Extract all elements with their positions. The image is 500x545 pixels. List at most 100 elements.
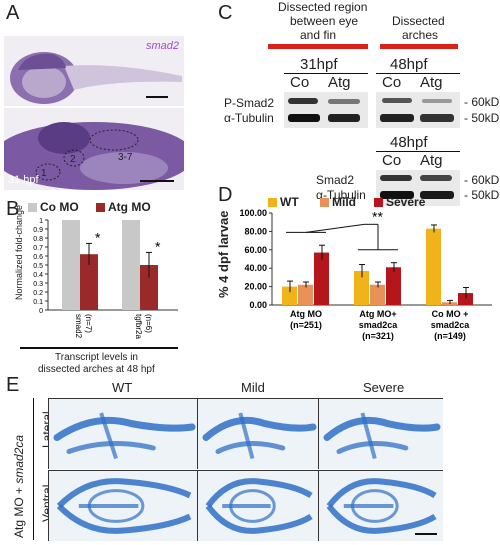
c-lane-co-2: Co — [382, 74, 402, 91]
chart-d-ytick-label: 40.00 — [244, 263, 267, 273]
cartilage-image-lateral-severe — [318, 398, 443, 469]
c-header1-line2: between eye — [290, 14, 359, 28]
red-bar-region — [268, 44, 368, 49]
legend-wt: WT — [280, 195, 299, 209]
panel-label-b: B — [6, 198, 20, 220]
chart-b-sig: * — [95, 229, 101, 245]
chart-d-xtick-label: (n=149) — [434, 331, 466, 341]
chart-b-sig: * — [155, 238, 161, 254]
cartilage-drawing — [323, 412, 441, 460]
region-label-1: 1 — [41, 168, 47, 179]
chart-d-xtick-label: Co MO + — [432, 309, 469, 319]
panel-label-c: C — [218, 2, 233, 24]
chart-d-xtick-label: Atg MO — [290, 309, 322, 319]
c-header2-line2: arches — [402, 28, 439, 42]
chart-d-xtick-label: smad2ca — [359, 320, 399, 330]
chart-b-ytick-label: 0.1 — [33, 299, 43, 306]
caption-rule — [20, 347, 178, 349]
chart-d-bar — [370, 284, 385, 305]
chart-b-xtick-label: smad2 — [74, 314, 83, 339]
cartilage-image-ventral-severe — [318, 470, 443, 541]
legend-swatch-atg — [96, 203, 105, 212]
legend-severe: Severe — [386, 195, 426, 209]
c-header1-line1: Dissected region — [278, 0, 368, 14]
blot-48hpf-smad2 — [376, 170, 460, 206]
c-time-rule-2 — [376, 73, 460, 74]
c-time-48hpf: 48hpf — [390, 56, 428, 73]
chart-d-bar — [426, 228, 441, 305]
chart-d-xtick-label: Atg MO+ — [359, 309, 396, 319]
caption-line1: Transcript levels in — [55, 352, 138, 363]
red-bar-arches — [380, 44, 458, 49]
chart-b-ytick-label: 0.2 — [33, 290, 43, 297]
c-mw-60-1: - 60kD — [464, 95, 500, 109]
chart-d-sig: ** — [372, 208, 383, 224]
chart-d-xtick-label: (n=251) — [290, 320, 322, 330]
chart-b-xtick-n: (n=7) — [84, 314, 93, 333]
cartilage-drawing — [326, 478, 437, 535]
c-mw-60-2: - 60kD — [464, 173, 500, 187]
c-time-48hpf-2: 48hpf — [390, 134, 428, 151]
chart-d: 0.00 20.00 40.00 60.00 80.00 100.00 Atg MO(n=2… — [239, 208, 492, 341]
legend-co: Co MO — [40, 200, 79, 214]
c-time-31hpf: 31hpf — [300, 56, 338, 73]
chart-b-ytick-label: 0.9 — [33, 227, 43, 234]
chart-d-bar — [386, 267, 401, 305]
embryo-head-drawing — [4, 122, 184, 190]
c-time-rule-1 — [284, 73, 368, 74]
legend-atg: Atg MO — [108, 200, 151, 214]
blot-31hpf — [284, 92, 368, 128]
chart-b-ytick-label: 0.7 — [33, 245, 43, 252]
region-label-2: 2 — [70, 154, 76, 165]
chart-d-ytick-label: 20.00 — [244, 282, 267, 292]
chart-d-ytick-label: 100.00 — [239, 208, 267, 218]
c-lane-atg-3: Atg — [420, 152, 443, 169]
c-header2-line1: Dissected — [392, 14, 445, 28]
panel-label-a: A — [6, 2, 20, 24]
chart-b-bar — [122, 220, 140, 310]
chart-d-sig-bracket — [305, 223, 365, 233]
chart-b-bar — [62, 220, 80, 310]
c-lane-co-1: Co — [290, 74, 310, 91]
panel-label-e: E — [6, 374, 20, 396]
chart-d-ytick-label: 0.00 — [249, 300, 267, 310]
chart-b-bar — [80, 254, 98, 310]
e-side-label-prefix: Atg MO + — [12, 483, 26, 538]
legend-swatch-mild — [320, 198, 329, 207]
chart-b-ytick-label: 0.5 — [33, 263, 43, 270]
chart-b-xtick-label: tgfbr2a — [134, 314, 143, 339]
chart-b-ytick-label: 0.4 — [33, 272, 43, 279]
c-mw-50-1: - 50kD — [464, 111, 500, 125]
cartilage-image-lateral-mild — [197, 398, 319, 469]
chart-b: 0 0.1 0.2 0.3 0.4 0.5 0.6 0.7 0.8 0.9 1 * smad2 (n=7)… — [33, 218, 178, 339]
chart-d-ytick-label: 60.00 — [244, 245, 267, 255]
c-lane-atg-1: Atg — [328, 74, 351, 91]
region-label-3-7: 3-7 — [118, 152, 133, 163]
chart-b-ytick-label: 0.6 — [33, 254, 43, 261]
scale-bar — [146, 96, 168, 98]
chart-b-ytick-label: 0 — [39, 308, 43, 315]
chart-d-xtick-label: smad2ca — [431, 320, 471, 330]
chart-d-ytick-label: 80.00 — [244, 226, 267, 236]
chart-b-ytick-label: 1 — [39, 218, 43, 225]
cartilage-image-ventral-wt — [48, 470, 198, 541]
cartilage-drawing — [53, 412, 196, 460]
legend-swatch-co — [28, 203, 37, 212]
chart-d-bar — [458, 293, 473, 305]
chart-b-ytick-label: 0.8 — [33, 236, 43, 243]
e-col-severe: Severe — [363, 380, 405, 395]
caption-line2: dissected arches at 48 hpf — [38, 364, 155, 375]
embryo-head-image: 1 2 3-7 31 hpf — [4, 108, 184, 190]
cartilage-image-lateral-wt — [48, 398, 198, 469]
e-col-wt: WT — [112, 380, 133, 395]
embryo-whole-drawing — [10, 52, 182, 104]
panel-label-d: D — [218, 184, 233, 206]
cartilage-drawing — [56, 478, 192, 534]
c-header1-line3: and fin — [300, 28, 337, 42]
chart-d-bar — [298, 284, 313, 305]
chart-d-bar — [314, 252, 329, 305]
cartilage-drawing — [205, 478, 313, 534]
chart-d-xtick-label: (n=321) — [362, 331, 394, 341]
e-col-mild: Mild — [241, 380, 265, 395]
chart-b-bar — [140, 265, 158, 310]
